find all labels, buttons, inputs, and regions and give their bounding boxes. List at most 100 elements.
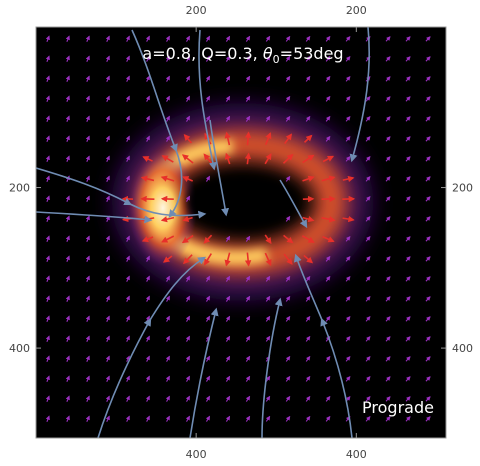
field-arrow bbox=[145, 415, 150, 422]
field-arrow bbox=[125, 395, 130, 402]
field-arrow bbox=[125, 295, 130, 302]
field-arrow bbox=[345, 95, 351, 102]
field-arrow bbox=[65, 395, 70, 402]
field-arrow bbox=[285, 35, 291, 42]
field-arrow bbox=[224, 252, 231, 267]
field-arrow bbox=[425, 36, 431, 42]
field-arrow bbox=[181, 154, 194, 164]
field-arrow bbox=[325, 395, 331, 402]
field-arrow bbox=[244, 152, 252, 165]
field-arrow bbox=[365, 116, 371, 122]
field-arrow bbox=[305, 375, 311, 382]
field-arrow bbox=[85, 315, 90, 322]
field-arrow bbox=[265, 415, 271, 422]
field-arrow bbox=[285, 315, 291, 322]
field-arrow bbox=[345, 295, 351, 302]
field-arrow bbox=[45, 235, 50, 242]
bottom-tick-label: 400 bbox=[346, 448, 367, 461]
field-arrow bbox=[45, 135, 50, 142]
field-arrow bbox=[225, 315, 231, 322]
field-arrow bbox=[125, 135, 130, 142]
field-arrow bbox=[225, 75, 231, 82]
field-arrow bbox=[45, 335, 50, 342]
field-arrow bbox=[405, 376, 411, 382]
field-arrow bbox=[385, 296, 391, 302]
field-arrow bbox=[140, 175, 155, 182]
field-arrow bbox=[203, 234, 213, 244]
field-arrow bbox=[345, 55, 351, 62]
field-arrow bbox=[405, 356, 411, 362]
field-arrow bbox=[285, 295, 291, 302]
field-arrow bbox=[365, 96, 371, 102]
field-arrow bbox=[245, 95, 251, 102]
field-arrow bbox=[265, 75, 271, 82]
field-arrow bbox=[65, 415, 70, 422]
streamline bbox=[293, 253, 353, 438]
field-arrow bbox=[65, 255, 70, 262]
field-arrow bbox=[385, 76, 391, 82]
field-arrow bbox=[65, 275, 70, 282]
field-arrow bbox=[342, 215, 355, 223]
field-arrow bbox=[45, 315, 50, 322]
field-arrow bbox=[45, 175, 50, 182]
field-arrow bbox=[305, 355, 311, 362]
field-arrow bbox=[405, 236, 411, 242]
field-arrow bbox=[325, 375, 331, 382]
field-arrow bbox=[322, 155, 335, 163]
field-arrow bbox=[405, 336, 411, 342]
field-arrow bbox=[205, 115, 211, 122]
field-arrow bbox=[302, 175, 315, 182]
field-arrow bbox=[65, 335, 70, 342]
field-arrow bbox=[205, 315, 211, 322]
field-arrow bbox=[125, 255, 130, 262]
field-arrow bbox=[224, 152, 231, 165]
field-arrow bbox=[345, 375, 351, 382]
field-arrow bbox=[425, 56, 431, 62]
field-arrow bbox=[125, 375, 130, 382]
field-arrow bbox=[385, 416, 391, 422]
streamline bbox=[131, 29, 183, 218]
field-arrow bbox=[265, 295, 271, 302]
field-arrow bbox=[405, 56, 411, 62]
field-arrow bbox=[225, 95, 231, 102]
field-arrow bbox=[385, 276, 391, 282]
field-arrow bbox=[105, 275, 110, 282]
field-arrow bbox=[325, 95, 331, 102]
left-tick-label: 400 bbox=[9, 342, 30, 355]
field-arrow bbox=[365, 396, 371, 402]
field-arrow bbox=[285, 415, 291, 422]
field-arrow bbox=[125, 275, 130, 282]
right-tick-label: 200 bbox=[452, 182, 473, 195]
field-arrow bbox=[405, 216, 411, 222]
field-arrow bbox=[105, 35, 110, 42]
field-arrow bbox=[265, 335, 271, 342]
field-arrow bbox=[365, 376, 371, 382]
field-arrow bbox=[365, 356, 371, 362]
field-arrow bbox=[365, 196, 371, 202]
field-arrow bbox=[305, 35, 311, 42]
field-arrow bbox=[205, 355, 211, 362]
field-arrow bbox=[365, 276, 371, 282]
field-arrow bbox=[205, 415, 211, 422]
field-arrow bbox=[405, 76, 411, 82]
field-arrow bbox=[185, 355, 190, 362]
field-arrow bbox=[405, 96, 411, 102]
field-arrow bbox=[85, 355, 90, 362]
field-arrow bbox=[205, 395, 211, 402]
field-arrow bbox=[385, 136, 391, 142]
field-arrow bbox=[285, 335, 291, 342]
field-arrow bbox=[285, 375, 291, 382]
field-arrow bbox=[165, 35, 170, 42]
field-arrow bbox=[45, 415, 50, 422]
bottom-tick-label: 400 bbox=[186, 448, 207, 461]
field-arrow bbox=[365, 296, 371, 302]
field-arrow bbox=[264, 153, 272, 165]
field-arrow bbox=[285, 355, 291, 362]
field-arrow bbox=[405, 396, 411, 402]
field-arrow bbox=[125, 55, 130, 62]
streamline bbox=[279, 179, 308, 229]
field-arrow bbox=[365, 256, 371, 262]
field-arrow bbox=[141, 236, 154, 243]
field-arrow bbox=[425, 416, 431, 422]
field-arrow bbox=[85, 35, 90, 42]
